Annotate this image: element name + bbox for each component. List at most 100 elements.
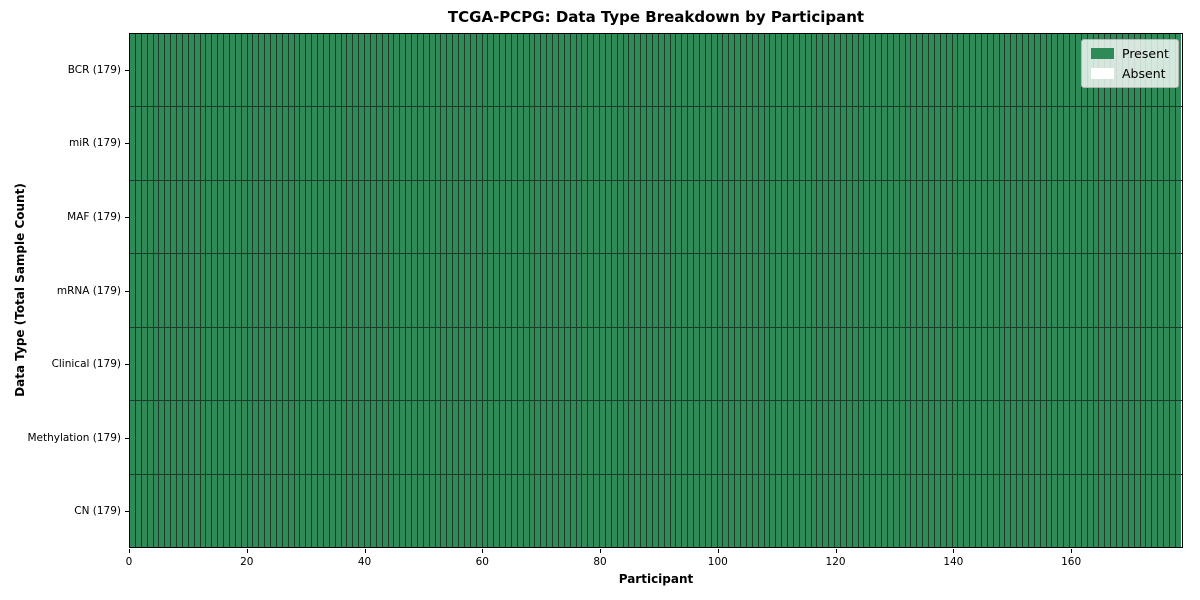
heatmap-cell [400,180,407,254]
heatmap-cell [212,34,219,107]
heatmap-cell [594,107,600,180]
y-tick-label: BCR (179) [67,63,121,76]
heatmap-cell [1122,254,1129,327]
heatmap-cell [353,474,360,547]
heatmap-cell [876,474,882,547]
heatmap-cell [758,34,765,107]
heatmap-cell [952,107,959,180]
heatmap-cell [147,474,154,547]
heatmap-cell [1134,254,1141,327]
heatmap-cell [294,180,301,254]
heatmap-cell [547,401,553,474]
heatmap-cell [564,474,571,547]
heatmap-cell [429,34,436,107]
heatmap-cell [323,34,330,107]
heatmap-cell [582,474,589,547]
heatmap-cell [629,34,636,107]
x-tick-label: 120 [825,556,846,568]
heatmap-cell [981,474,988,547]
heatmap-cell [429,327,436,401]
heatmap-cell [711,180,718,254]
heatmap-cell [623,180,630,254]
heatmap-cell [940,327,947,401]
heatmap-cell [153,180,160,254]
y-tick-label: Methylation (179) [27,431,121,444]
heatmap-cell [647,107,653,180]
heatmap-cell [999,180,1006,254]
heatmap-cell [177,180,183,254]
heatmap-cell [1164,180,1170,254]
heatmap-cell [882,474,888,547]
heatmap-cell [1028,327,1035,401]
heatmap-cell [1028,474,1035,547]
heatmap-cell [858,474,865,547]
heatmap-cell [711,474,718,547]
heatmap-cell [694,180,700,254]
heatmap-cell [1152,180,1159,254]
heatmap-cell [447,34,454,107]
heatmap-cell [171,474,177,547]
heatmap-cell [412,180,418,254]
heatmap-cell [130,34,136,107]
heatmap-cell [318,254,324,327]
heatmap-cell [940,401,947,474]
heatmap-cell [282,401,289,474]
heatmap-cell [770,34,777,107]
heatmap-cell [329,401,336,474]
heatmap-cell [300,474,307,547]
heatmap-cell [976,180,982,254]
heatmap-cell [664,254,671,327]
heatmap-cell [629,107,636,180]
heatmap-cell [1034,401,1041,474]
heatmap-cell [940,34,947,107]
heatmap-cell [840,107,847,180]
heatmap-cell [623,34,630,107]
heatmap-cell [594,474,600,547]
heatmap-cell [670,254,677,327]
heatmap-cell [852,254,859,327]
heatmap-cell [735,327,741,401]
heatmap-cell [705,401,712,474]
heatmap-cell [570,180,577,254]
heatmap-cell [1052,254,1059,327]
heatmap-cell [1028,254,1035,327]
heatmap-cell [282,254,289,327]
heatmap-cell [699,327,706,401]
heatmap-cell [224,254,230,327]
x-tick-mark [129,549,130,553]
heatmap-cell [470,107,477,180]
heatmap-cell [135,254,142,327]
heatmap-cell [218,327,224,401]
heatmap-cell [746,180,753,254]
heatmap-cell [758,254,765,327]
heatmap-cell [1070,474,1076,547]
heatmap-cell [235,180,242,254]
heatmap-cell [447,254,454,327]
heatmap-cell [1164,327,1170,401]
heatmap-cell [887,107,894,180]
heatmap-cell [764,254,771,327]
heatmap-cell [323,254,330,327]
heatmap-cell [153,327,160,401]
heatmap-cell [682,474,689,547]
heatmap-cell [647,474,653,547]
heatmap-cell [823,327,830,401]
heatmap-cell [1169,401,1176,474]
heatmap-cell [394,254,401,327]
heatmap-cell [758,327,765,401]
heatmap-cell [870,34,877,107]
heatmap-cell [547,180,553,254]
heatmap-cell [1117,180,1123,254]
heatmap-cell [441,474,448,547]
heatmap-cell [776,401,783,474]
heatmap-cell [529,107,536,180]
heatmap-cell [735,401,741,474]
heatmap-cell [130,107,136,180]
heatmap-cell [394,180,401,254]
heatmap-cell [1070,254,1076,327]
heatmap-cell [676,474,683,547]
heatmap-cell [993,254,1000,327]
heatmap-cell [623,327,630,401]
heatmap-cell [658,34,665,107]
heatmap-cell [1134,401,1141,474]
